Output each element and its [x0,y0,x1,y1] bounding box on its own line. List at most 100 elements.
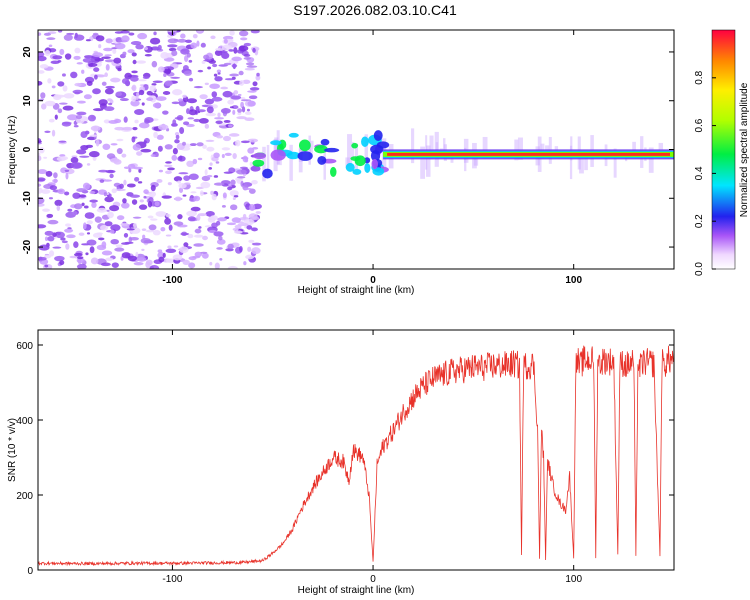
spectrogram-noise-blob [172,89,183,96]
spectrogram-noise-blob [86,80,93,86]
spectrogram-noise-blob [223,171,233,174]
spectrogram-noise-blob [50,60,60,65]
spectrogram-noise-blob [245,254,255,260]
spectrogram-noise-blob [165,213,171,218]
spectrogram-noise-blob [65,223,72,227]
spectrogram-noise-blob [38,98,45,101]
spectrogram-noise-blob [85,252,89,256]
spectrogram-noise-blob [86,163,91,166]
spectrogram-noise-blob [138,89,145,96]
spectrogram-noise-blob [147,201,153,208]
spectrogram-noise-blob [104,88,114,95]
spectrogram-streak [266,144,270,173]
spectrogram-noise-blob [48,197,54,200]
spectrogram-noise-blob [203,59,212,62]
spectrogram-noise-blob [183,242,189,248]
spectrogram-noise-blob [243,53,251,57]
spectrogram-noise-blob [44,230,54,236]
spectrogram-noise-blob [143,195,147,199]
spectrogram-noise-blob [47,236,55,242]
spectrogram-noise-blob [86,239,97,246]
spectrogram-noise-blob [123,232,129,238]
spectrogram-noise-blob [128,32,135,36]
spectrogram-noise-blob [89,134,98,137]
spectrogram-noise-blob [116,215,125,221]
spectrogram-noise-blob [180,33,186,39]
snr-frame [37,329,675,571]
spectrogram-noise-blob [90,257,99,265]
spectrogram-noise-blob [85,144,94,148]
spectrogram-noise-blob [167,44,178,48]
spectrogram-noise-blob [157,44,162,51]
spectrogram-noise-blob [227,186,233,191]
spectrogram-signal-blob [270,149,286,161]
snr-x-tick-label: 0 [370,574,376,585]
spectrogram-noise-blob [162,68,172,74]
snr-y-tick-label: 0 [27,566,33,577]
colorbar-tick-label: 0.4 [694,166,705,180]
spectrogram-noise-blob [89,246,95,254]
spectrogram-noise-blob [121,242,130,245]
spectrogram-noise-blob [252,81,258,87]
spectrogram-noise-blob [211,193,217,201]
spectrogram-noise-blob [230,204,238,211]
spectrogram-noise-blob [83,205,89,209]
spectrogram-noise-blob [141,228,147,231]
spectrogram-noise-blob [70,162,82,169]
spectrogram-noise-blob [217,217,227,222]
spectrogram-heatmap [38,30,674,269]
spectrogram-noise-blob [38,70,45,74]
spectrogram-noise-blob [224,78,235,81]
spectrogram-x-tick-label: 0 [370,275,376,286]
spectrogram-noise-blob [197,213,207,217]
spectrogram-noise-blob [127,163,136,169]
spectrogram-noise-blob [250,165,261,172]
spectrogram-noise-blob [237,108,243,113]
spectrogram-noise-blob [199,190,204,197]
spectrogram-streak [658,142,664,151]
spectrogram-noise-blob [188,59,193,63]
spectrogram-noise-blob [252,47,256,53]
spectrogram-noise-blob [63,93,75,99]
spectrogram-noise-blob [52,246,62,249]
spectrogram-noise-blob [219,257,223,261]
spectrogram-x-ticks: -100 0 100 [162,30,582,286]
spectrogram-noise-blob [143,140,147,144]
spectrogram-noise-blob [59,260,65,266]
spectrogram-noise-blob [235,139,241,147]
spectrogram-noise-blob [158,256,165,263]
spectrogram-noise-blob [182,65,189,71]
spectrogram-noise-blob [96,244,107,251]
spectrogram-noise-blob [167,167,175,171]
spectrogram-noise-blob [133,261,144,266]
spectrogram-noise-blob [129,194,141,198]
spectrogram-noise-blob [123,179,127,186]
spectrogram-noise-blob [231,105,239,110]
spectrogram-noise-blob [245,111,252,116]
spectrogram-noise-blob [229,190,239,197]
colorbar-gradient [711,29,736,270]
spectrogram-noise-blob [114,188,126,192]
spectrogram-noise-blob [92,88,101,95]
spectrogram-noise-blob [38,224,47,229]
spectrogram-noise-blob [114,31,124,34]
spectrogram-noise-blob [188,173,199,180]
spectrogram-noise-blob [132,216,142,219]
spectrogram-noise-blob [110,238,119,245]
spectrogram-noise-blob [163,72,167,77]
spectrogram-noise-blob [213,73,218,77]
spectrogram-noise-blob [188,262,196,269]
spectrogram-noise-blob [109,229,115,234]
spectrogram-noise-blob [46,213,54,218]
spectrogram-streak [309,148,313,155]
spectrogram-noise-blob [74,203,83,210]
spectrogram-noise-blob [229,106,234,109]
spectrogram-noise-blob [113,57,122,64]
spectrogram-noise-blob [82,222,87,230]
spectrogram-noise-blob [142,76,150,80]
spectrogram-noise-blob [167,182,172,186]
spectrogram-noise-blob [83,94,92,100]
spectrogram-noise-blob [38,256,47,261]
spectrogram-noise-blob [60,237,66,241]
spectrogram-noise-blob [38,169,48,175]
